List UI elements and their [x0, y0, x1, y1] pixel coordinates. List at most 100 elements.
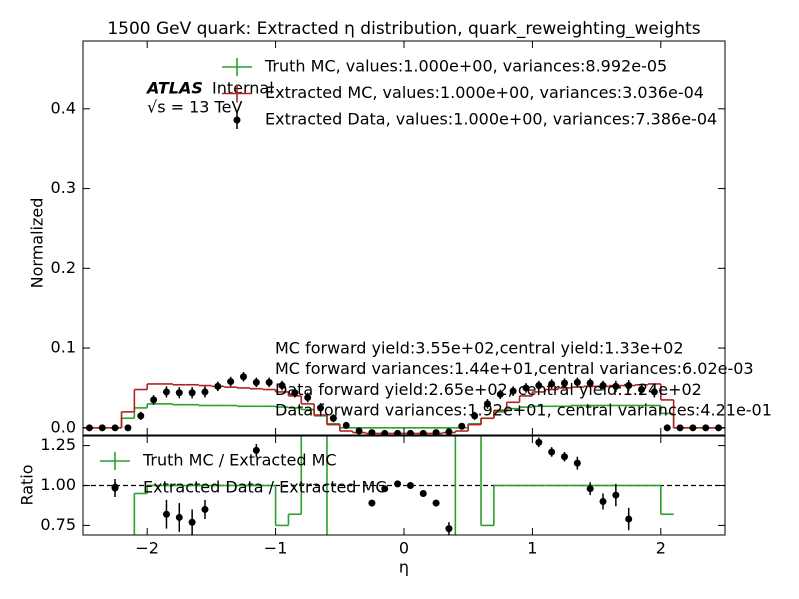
data-point	[265, 378, 273, 386]
legend-label: Extracted Data / Extracted MC	[143, 478, 387, 497]
axes-frame	[82, 40, 726, 436]
data-point	[599, 497, 607, 505]
x-tick-label: −1	[264, 539, 288, 558]
chart-title: 1500 GeV quark: Extracted η distribution…	[107, 19, 700, 39]
data-point	[162, 510, 170, 518]
y-axis-label: Normalized	[28, 198, 47, 289]
data-point	[252, 378, 260, 386]
data-point	[317, 404, 325, 412]
data-point	[483, 400, 491, 408]
data-point	[278, 382, 286, 390]
legend-label: Truth MC / Extracted MC	[142, 451, 337, 470]
data-point	[471, 412, 479, 420]
data-point	[227, 378, 235, 386]
energy-label: √s = 13 TeV	[147, 98, 242, 117]
data-point	[676, 424, 684, 432]
data-point	[111, 424, 119, 432]
data-point	[329, 414, 337, 422]
data-point	[394, 480, 402, 488]
data-point	[612, 382, 620, 390]
data-point	[496, 390, 504, 398]
x-tick-label: 0	[399, 539, 409, 558]
data-point	[175, 389, 183, 397]
data-point	[419, 429, 427, 435]
x-tick-label: 1	[527, 539, 537, 558]
data-point	[355, 427, 363, 435]
data-point	[214, 382, 222, 390]
data-point	[406, 482, 414, 489]
data-point	[612, 491, 620, 499]
y-tick-label: 1.00	[40, 475, 76, 494]
data-point	[124, 424, 132, 432]
x-tick-label: 2	[656, 539, 666, 558]
data-point	[561, 379, 568, 387]
data-point	[201, 505, 209, 513]
data-point	[625, 382, 633, 390]
y-tick-label: 0.1	[51, 338, 76, 357]
data-point	[304, 394, 312, 402]
data-point	[240, 373, 247, 381]
data-point	[98, 424, 106, 432]
step-riser	[120, 383, 675, 434]
data-point	[573, 378, 581, 386]
data-point	[548, 380, 556, 388]
plot-area	[83, 371, 725, 435]
data-point	[394, 429, 402, 435]
data-point	[432, 429, 440, 435]
data-point	[586, 379, 594, 387]
data-point	[638, 386, 646, 394]
legend-handle	[111, 484, 119, 492]
y-tick-label: 0.3	[51, 178, 76, 197]
data-point	[522, 384, 530, 392]
y-tick-label: 0.4	[51, 98, 76, 117]
y-axis-label: Ratio	[18, 464, 37, 505]
data-point	[150, 396, 158, 404]
data-point	[381, 485, 389, 493]
data-point	[548, 448, 556, 456]
data-point	[188, 389, 196, 397]
data-point	[625, 515, 633, 523]
data-point	[509, 387, 517, 395]
legend-label: Extracted MC, values:1.000e+00, variance…	[265, 83, 704, 102]
data-point	[368, 499, 376, 507]
data-point	[702, 424, 710, 432]
data-point	[535, 438, 543, 446]
annotation: Data forward yield:2.65e+02, central yie…	[275, 380, 702, 399]
data-point	[137, 412, 145, 420]
x-tick-label: −2	[135, 539, 159, 558]
data-point	[201, 388, 209, 396]
data-point	[162, 388, 170, 396]
x-axis-label: η	[399, 558, 409, 577]
data-point	[663, 424, 671, 432]
y-tick-label: 1.25	[40, 435, 76, 454]
data-point	[175, 513, 183, 521]
y-tick-label: 0.0	[51, 417, 76, 436]
data-point	[689, 424, 697, 432]
annotation: MC forward variances:1.44e+01,central va…	[275, 359, 754, 378]
experiment-label: ATLAS	[145, 79, 203, 98]
data-point	[445, 525, 453, 533]
annotation: Data forward variances:1.92e+01, central…	[275, 401, 772, 420]
legend-label: Truth MC, values:1.000e+00, variances:8.…	[264, 57, 667, 76]
y-tick-label: 0.2	[51, 258, 76, 277]
legend-label: Extracted Data, values:1.000e+00, varian…	[265, 110, 717, 129]
data-point	[650, 388, 658, 396]
y-tick-label: 0.75	[40, 515, 76, 534]
data-point	[458, 422, 466, 430]
data-point	[573, 459, 581, 467]
data-point	[188, 518, 196, 526]
data-point	[406, 429, 414, 435]
data-point	[381, 429, 389, 435]
axes-frame	[82, 435, 726, 536]
data-point	[432, 499, 440, 507]
data-point	[419, 489, 427, 497]
data-point	[252, 446, 260, 454]
plot-area	[83, 436, 725, 535]
data-point	[291, 389, 299, 397]
data-point	[368, 429, 376, 435]
data-point	[586, 485, 594, 493]
data-point	[599, 382, 607, 390]
